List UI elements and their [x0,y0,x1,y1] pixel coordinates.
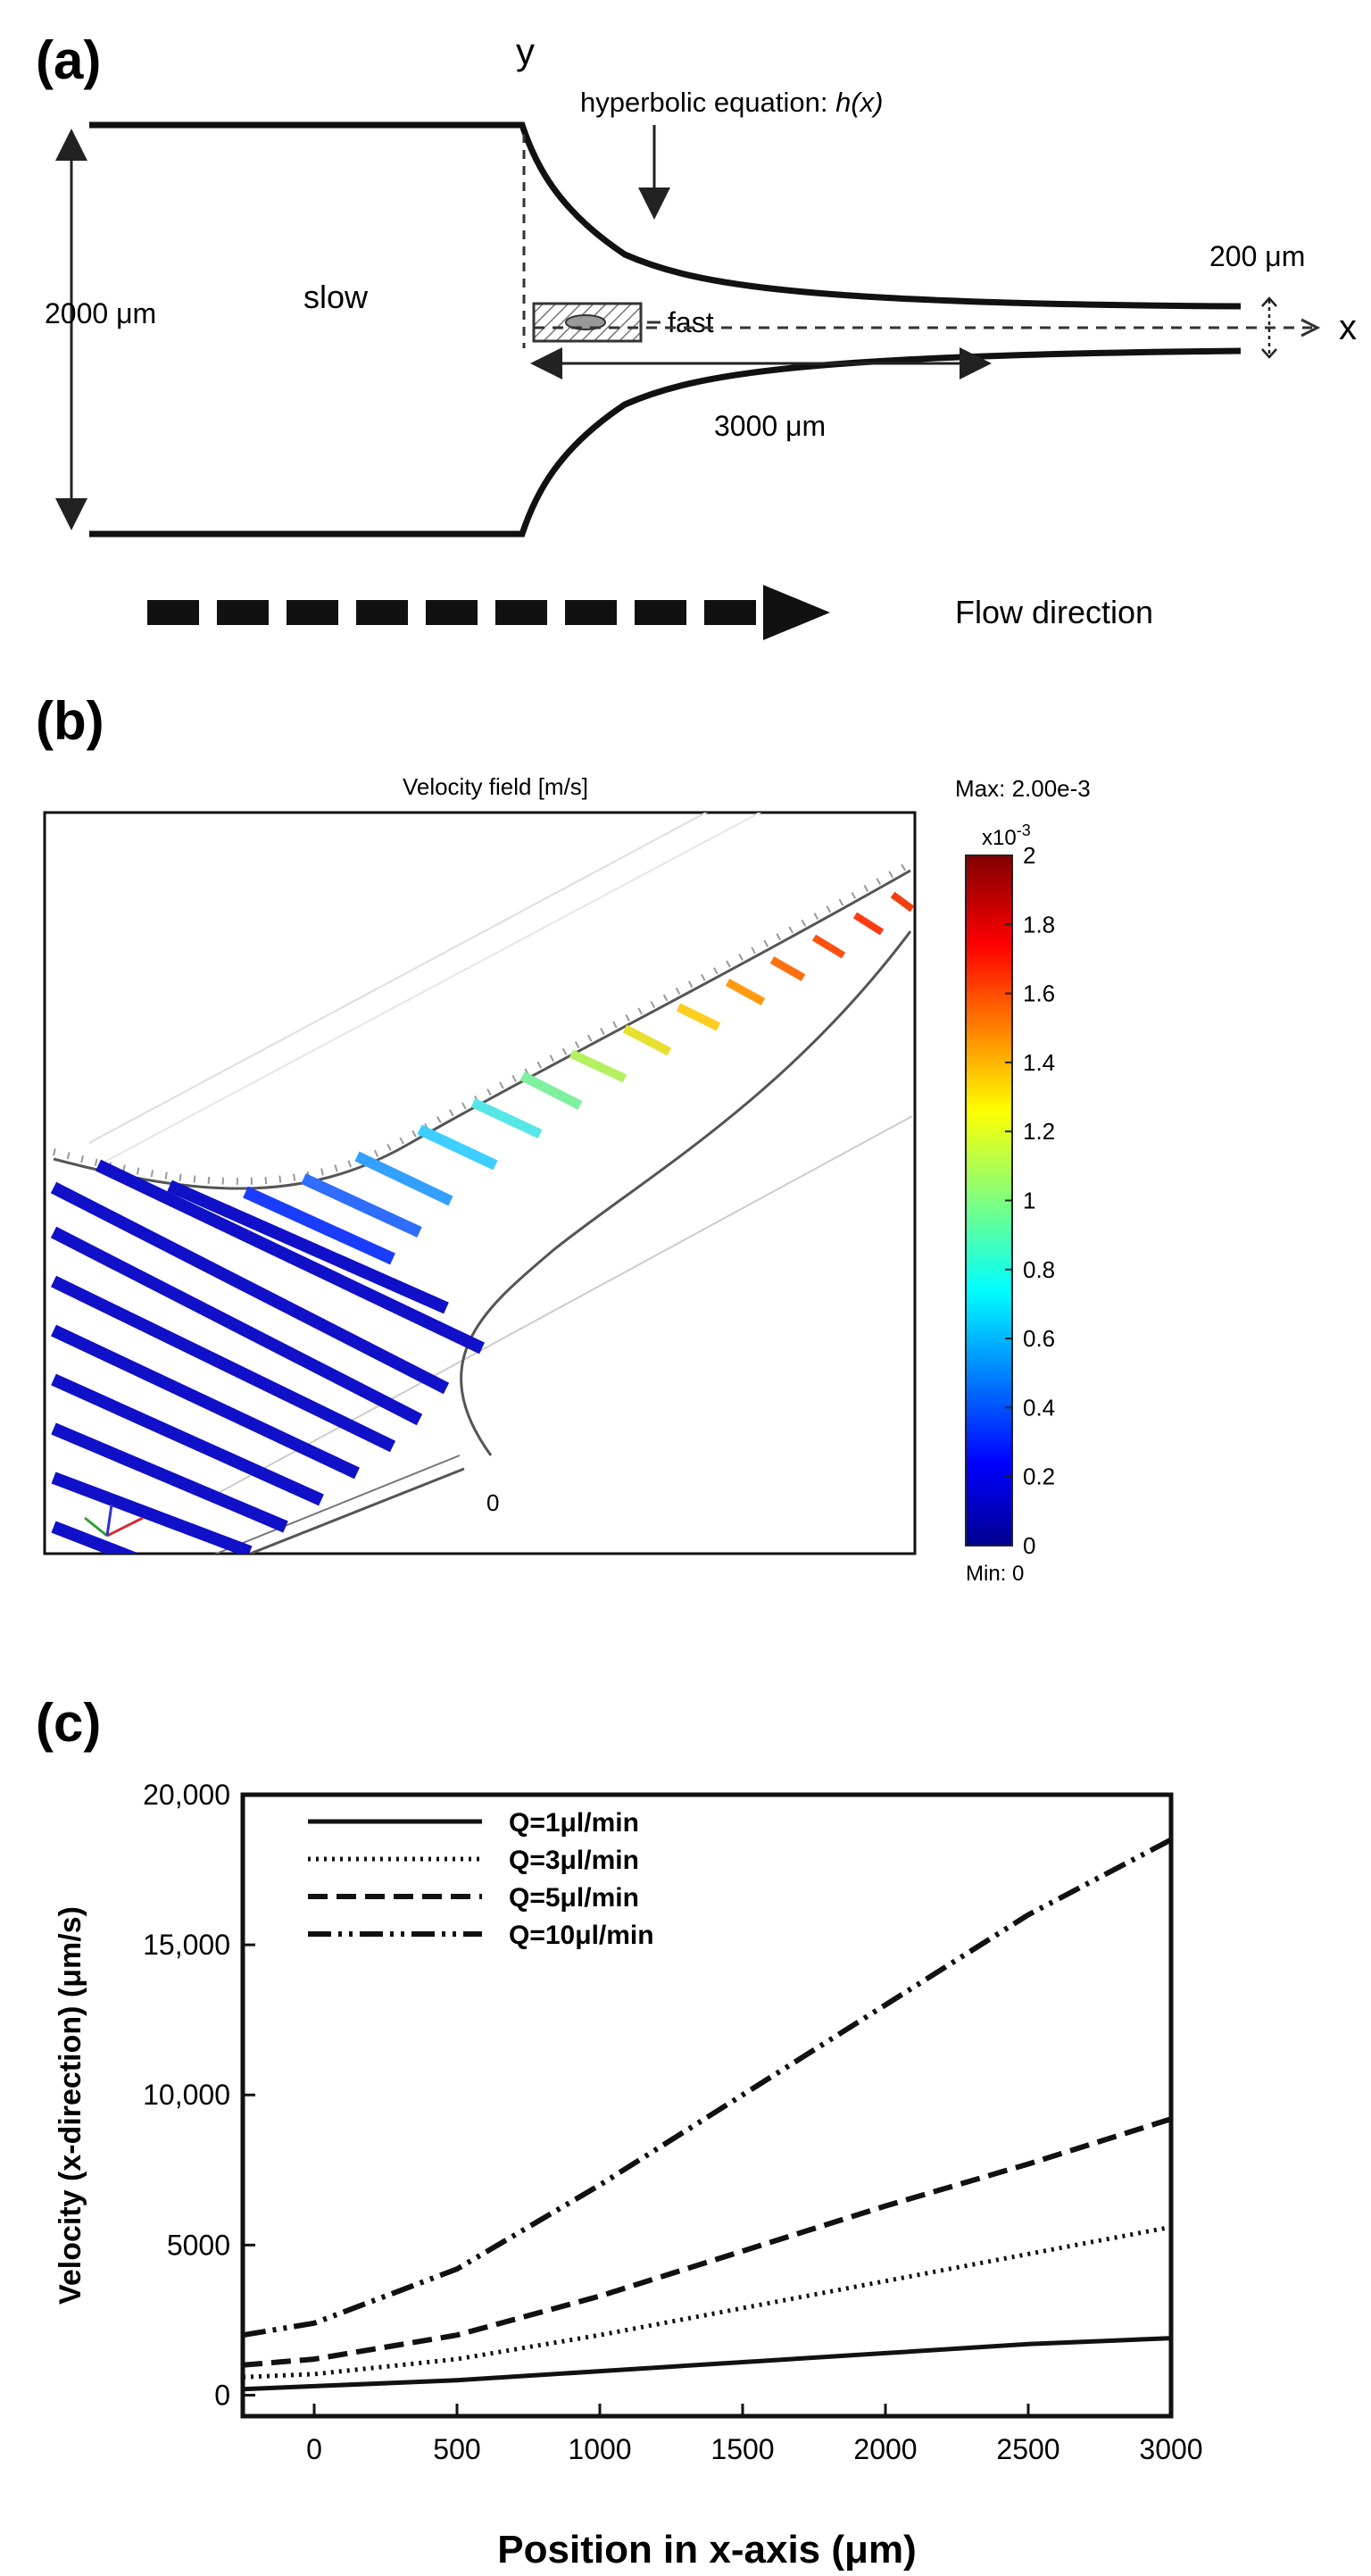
origin-label: 0 [486,1489,499,1516]
channel-bottom-wall [89,347,1242,538]
velocity-plot-frame [43,811,917,1555]
panel-c-label: (c) [36,1693,101,1753]
legend-label-1: Q=1μl/min [509,1808,639,1838]
hyperbolic-label: hyperbolic equation: h(x) [580,87,883,118]
colorbar-tick-label: 1.6 [1023,980,1055,1007]
cell-icon [565,314,606,330]
colorbar-tick-label: 2 [1023,842,1035,869]
max-label: Max: 2.00e-3 [955,775,1091,802]
flow-direction-label: Flow direction [955,594,1153,630]
x-tick-label: 500 [433,2433,480,2465]
velocity-field [50,813,915,1554]
outlet-width-label: 200 μm [1209,240,1305,272]
channel-top-wall [89,121,1242,310]
colorbar-exponent: x10-3 [982,821,1031,850]
x-axis-ticks: 0 500 1000 1500 2000 2500 3000 [306,2404,1203,2465]
slow-label: slow [303,279,369,315]
series-line-1 [242,2336,1172,2392]
series-line-4 [242,1837,1173,2338]
panel-c: (c) 0 500 1000 1500 2000 2500 3000 0 5000 10,000… [36,1693,1203,2572]
panel-a: (a) 2000 μm slow y hyperbolic equation: … [36,30,1357,640]
panel-a-label: (a) [36,30,101,90]
y-axis-title: Velocity (x-direction) (μm/s) [54,1906,87,2305]
panel-b-label: (b) [36,691,104,751]
y-tick-label: 10,000 [143,2079,230,2111]
legend-label-4: Q=10μl/min [509,1921,654,1950]
colorbar-tick-label: 0.4 [1023,1394,1055,1421]
flow-direction-arrow [147,585,830,640]
outlet-arrow-bottom [1261,348,1277,359]
y-tick-label: 5000 [167,2229,230,2261]
y-axis-label: y [516,30,535,72]
x-axis-label: x [1339,308,1357,347]
fast-label: fast [668,306,714,338]
colorbar-tick-label: 0.8 [1023,1256,1055,1283]
chart-plot-area [240,1792,1174,2419]
x-tick-label: 1000 [568,2433,631,2465]
x-tick-label: 3000 [1139,2433,1202,2465]
outlet-arrow-top [1261,296,1277,307]
series-line-2 [242,2224,1172,2380]
colorbar [965,854,1013,1546]
chart-legend: Q=1μl/min Q=3μl/min Q=5μl/min Q=10μl/min [308,1808,654,1950]
min-label: Min: 0 [966,1562,1024,1586]
length-label: 3000 μm [714,410,826,442]
chart-series [242,1837,1173,2392]
x-tick-label: 1500 [710,2433,774,2465]
panel-b: (b) Velocity field [m/s] Max: 2.00e-3 [36,691,1091,1586]
y-tick-label: 20,000 [143,1779,230,1811]
colorbar-tick-label: 1.4 [1023,1049,1055,1076]
inlet-width-label: 2000 μm [45,297,156,329]
colorbar-tick-label: 0.6 [1023,1325,1055,1352]
colorbar-tick-label: 1.2 [1023,1118,1055,1145]
series-line-3 [242,2116,1172,2368]
axis-triad-icon [84,1504,144,1538]
x-axis-arrowhead [1300,318,1321,338]
y-tick-label: 15,000 [143,1929,230,1961]
colorbar-tick-label: 0 [1023,1532,1035,1559]
x-tick-label: 2500 [996,2433,1059,2465]
y-axis-ticks: 0 5000 10,000 15,000 20,000 [143,1779,255,2411]
x-tick-label: 2000 [853,2433,917,2465]
colorbar-tick-label: 1.8 [1023,911,1055,938]
legend-label-2: Q=3μl/min [509,1846,639,1875]
colorbar-tick-label: 0.2 [1023,1463,1055,1490]
x-axis-title: Position in x-axis (μm) [497,2528,916,2572]
legend-label-3: Q=5μl/min [509,1883,639,1913]
colorbar-ticks: 2 1.8 1.6 1.4 1.2 1 0.8 0.6 0.4 0.2 0 [1005,842,1055,1559]
x-tick-label: 0 [306,2433,322,2465]
velocity-title: Velocity field [m/s] [403,773,588,800]
y-tick-label: 0 [214,2379,230,2411]
colorbar-tick-label: 1 [1023,1188,1035,1214]
